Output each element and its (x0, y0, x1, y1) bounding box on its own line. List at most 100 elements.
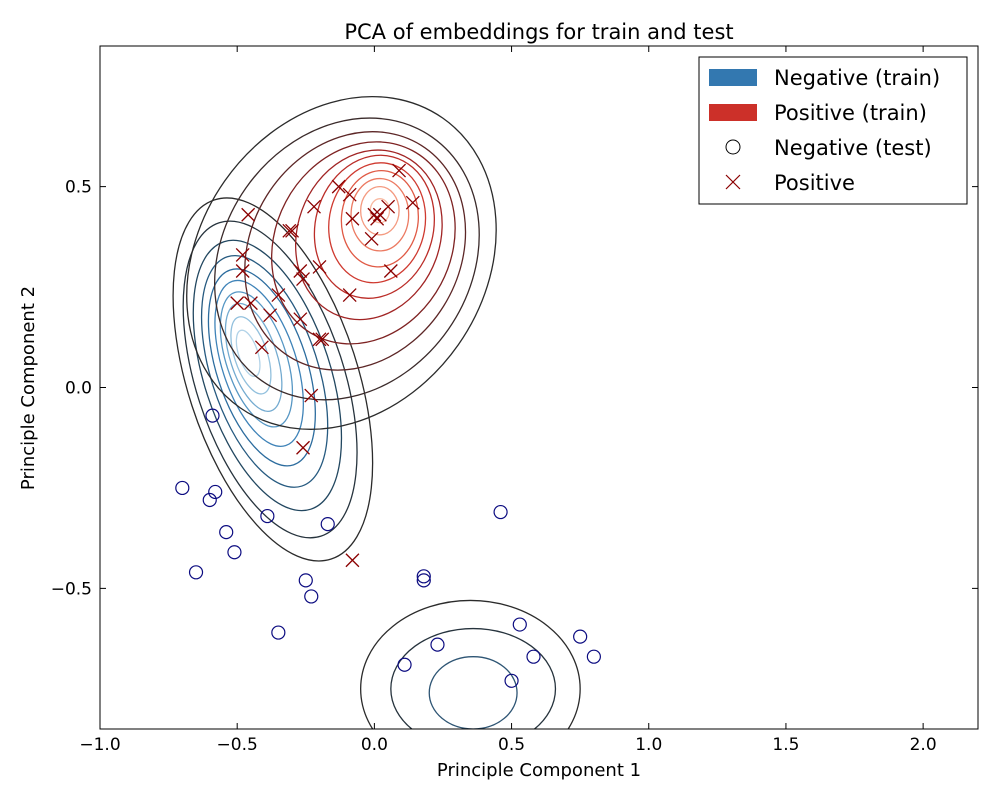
legend-label-negative-test: Negative (test) (774, 136, 932, 160)
series-positive (230, 163, 420, 568)
x-tick-label: −0.5 (217, 735, 258, 755)
contour-level (340, 169, 420, 268)
contour-level (219, 291, 294, 428)
negative-test-point (573, 629, 588, 644)
positive-point (312, 332, 327, 347)
negative-test-point (219, 525, 234, 540)
negative-test-point (271, 625, 286, 640)
positive-point (370, 211, 385, 226)
legend-swatch-negative-train (709, 69, 757, 86)
negative-test-point (304, 589, 319, 604)
negative-test-point (586, 649, 601, 664)
positive-point (304, 388, 319, 403)
positive-point (235, 264, 250, 278)
legend: Negative (train) Positive (train) Negati… (698, 56, 968, 205)
legend-label-negative-train: Negative (train) (774, 66, 940, 90)
positive-point (383, 264, 398, 278)
positive-point (307, 199, 321, 214)
legend-label-positive-train: Positive (train) (774, 101, 927, 125)
negative-test-point (202, 492, 217, 508)
contour-level (428, 656, 518, 729)
positive-point (345, 211, 360, 226)
contour-level (313, 154, 436, 299)
positive-point (230, 296, 245, 311)
positive-point (392, 163, 407, 178)
positive-point (342, 288, 357, 303)
positive-point (241, 207, 256, 222)
negative-test-point (175, 480, 190, 496)
positive-point (342, 187, 357, 202)
legend-label-positive: Positive (774, 171, 855, 195)
positive-point (331, 179, 346, 194)
negative-test-point (526, 649, 541, 664)
positive-point (312, 260, 327, 274)
contour-level (182, 220, 358, 539)
negative-test-point (512, 617, 527, 632)
contour-level (200, 254, 329, 488)
contour-level (271, 141, 456, 345)
negative-test-point (430, 637, 445, 652)
legend-marker-positive (725, 174, 741, 190)
x-tick-label: 1.5 (772, 735, 799, 755)
y-tick-label: 0.0 (65, 379, 92, 399)
positive-point (254, 340, 269, 355)
positive-point (282, 223, 297, 238)
contour-level (360, 599, 581, 729)
positive-point (243, 296, 258, 311)
contour-group-positive-train (186, 95, 497, 430)
positive-point (296, 272, 310, 286)
y-axis-label: Principle Component 2 (18, 286, 39, 490)
negative-test-point (493, 504, 508, 520)
negative-test-point (188, 565, 204, 580)
positive-point (293, 264, 308, 278)
contour-level (214, 117, 480, 401)
negative-test-point (298, 573, 313, 588)
x-axis-label: Principle Component 1 (437, 760, 641, 781)
positive-point (296, 440, 310, 455)
x-tick-label: 2.0 (910, 735, 937, 755)
negative-test-point (504, 673, 519, 688)
contour-level (390, 627, 557, 729)
legend-marker-negative-test (725, 139, 741, 155)
negative-test-point (205, 408, 220, 423)
negative-test-point (208, 484, 223, 500)
contour-level (207, 268, 316, 467)
positive-point (364, 231, 379, 246)
x-tick-label: −1.0 (79, 735, 120, 755)
chart-title: PCA of embeddings for train and test (344, 20, 733, 44)
axis-ticks: −1.0 −0.5 0.0 0.5 1.0 1.5 2.0 −0.5 0.0 0.5 (51, 46, 978, 755)
positive-point (293, 312, 308, 327)
positive-point (345, 553, 360, 568)
positive-point (285, 223, 300, 238)
x-tick-label: 0.5 (498, 735, 525, 755)
negative-test-point (227, 545, 242, 560)
contour-level (172, 197, 374, 562)
positive-point (235, 247, 250, 262)
x-tick-label: 1.0 (635, 735, 662, 755)
positive-point (367, 207, 382, 222)
contour-level (350, 177, 410, 252)
contour-level (360, 185, 400, 236)
negative-test-point (320, 516, 335, 532)
x-tick-label: 0.0 (361, 735, 388, 755)
series-negative-test (175, 408, 601, 688)
legend-swatch-positive-train (709, 104, 757, 121)
contour-level (192, 239, 343, 512)
positive-point (271, 288, 286, 303)
y-tick-label: −0.5 (51, 579, 92, 599)
y-tick-label: 0.5 (65, 178, 92, 198)
contour-group-negative-train-cluster-2 (360, 599, 581, 729)
positive-point (381, 199, 396, 214)
contour-level (294, 149, 443, 321)
positive-point (315, 332, 330, 347)
contour-level (328, 162, 427, 284)
contour-level (214, 279, 304, 447)
contour-level (186, 95, 497, 430)
negative-test-point (416, 569, 431, 584)
contour-level (230, 316, 272, 395)
scatter-points (175, 163, 601, 688)
positive-point (263, 308, 278, 323)
positive-point (405, 195, 420, 210)
contour-group-negative-train (172, 197, 374, 562)
